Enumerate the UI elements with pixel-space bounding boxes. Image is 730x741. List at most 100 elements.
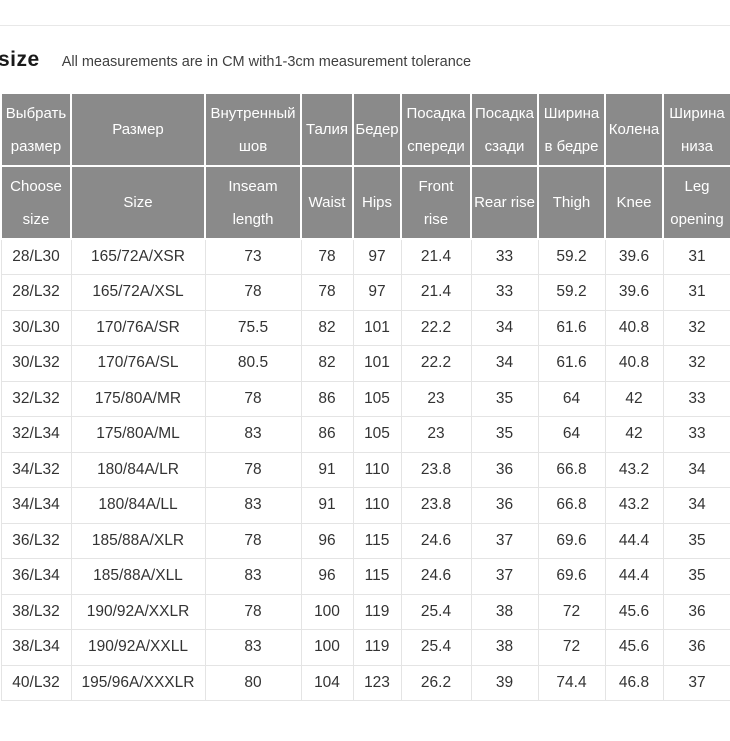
cell-6: 35 [470, 380, 539, 417]
header-ru-cell-7: Ширина в бедре [537, 92, 606, 167]
cell-8: 39.6 [604, 274, 664, 311]
header-ru-cell-2: Внутренный шов [204, 92, 302, 167]
table-row: 30/L30 170/76A/SR 75.5 82 101 22.2 34 61.6 40.8 3… [0, 309, 730, 346]
cell-6: 36 [470, 487, 539, 524]
cell-2: 78 [204, 522, 302, 559]
cell-0: 30/L32 [0, 345, 72, 382]
cell-3: 86 [300, 416, 354, 453]
table-row: 38/L34 190/92A/XXLL 83 100 119 25.4 38 72 45.6 36 [0, 629, 730, 666]
cell-2: 83 [204, 558, 302, 595]
cell-7: 66.8 [537, 487, 606, 524]
cell-5: 21.4 [400, 238, 472, 275]
header-ru-cell-6: Посадка сзади [470, 92, 539, 167]
cell-5: 24.6 [400, 522, 472, 559]
cell-8: 45.6 [604, 593, 664, 630]
cell-5: 21.4 [400, 274, 472, 311]
cell-8: 42 [604, 416, 664, 453]
cell-0: 36/L34 [0, 558, 72, 595]
cell-0: 28/L32 [0, 274, 72, 311]
page-title: size [0, 48, 40, 71]
cell-8: 40.8 [604, 345, 664, 382]
header-en-cell-4: Hips [352, 165, 402, 240]
header-en-cell-9: Leg opening [662, 165, 730, 240]
header-en-cell-8: Knee [604, 165, 664, 240]
header-ru-cell-9: Ширина низа [662, 92, 730, 167]
cell-3: 96 [300, 522, 354, 559]
header-ru-cell-1: Размер [70, 92, 206, 167]
cell-6: 38 [470, 629, 539, 666]
size-chart-table: Выбрать размер Размер Внутренный шов Талия Б… [0, 92, 730, 701]
cell-1: 165/72A/XSR [70, 238, 206, 275]
cell-0: 38/L34 [0, 629, 72, 666]
header-en-cell-6: Rear rise [470, 165, 539, 240]
table-row: 36/L34 185/88A/XLL 83 96 115 24.6 37 69.6 44.4 35 [0, 558, 730, 595]
cell-3: 91 [300, 451, 354, 488]
cell-1: 185/88A/XLR [70, 522, 206, 559]
cell-0: 34/L32 [0, 451, 72, 488]
header-ru-cell-3: Талия [300, 92, 354, 167]
cell-4: 101 [352, 309, 402, 346]
cell-6: 36 [470, 451, 539, 488]
cell-1: 175/80A/ML [70, 416, 206, 453]
cell-0: 40/L32 [0, 664, 72, 701]
cell-9: 31 [662, 274, 730, 311]
cell-8: 44.4 [604, 558, 664, 595]
cell-4: 115 [352, 558, 402, 595]
cell-9: 32 [662, 309, 730, 346]
cell-7: 66.8 [537, 451, 606, 488]
cell-9: 35 [662, 558, 730, 595]
cell-3: 86 [300, 380, 354, 417]
header-ru-cell-8: Колена [604, 92, 664, 167]
cell-9: 37 [662, 664, 730, 701]
cell-6: 33 [470, 238, 539, 275]
cell-4: 101 [352, 345, 402, 382]
cell-2: 83 [204, 629, 302, 666]
table-row: 32/L32 175/80A/MR 78 86 105 23 35 64 42 33 [0, 380, 730, 417]
cell-6: 35 [470, 416, 539, 453]
cell-7: 59.2 [537, 238, 606, 275]
cell-9: 36 [662, 629, 730, 666]
cell-8: 44.4 [604, 522, 664, 559]
header-en-cell-3: Waist [300, 165, 354, 240]
cell-7: 69.6 [537, 522, 606, 559]
cell-0: 32/L32 [0, 380, 72, 417]
header-en-cell-1: Size [70, 165, 206, 240]
cell-4: 105 [352, 416, 402, 453]
cell-5: 23.8 [400, 487, 472, 524]
table-row: 40/L32 195/96A/XXXLR 80 104 123 26.2 39 74.4 46.… [0, 664, 730, 701]
cell-2: 80 [204, 664, 302, 701]
cell-3: 78 [300, 274, 354, 311]
cell-4: 115 [352, 522, 402, 559]
cell-4: 110 [352, 451, 402, 488]
cell-8: 43.2 [604, 487, 664, 524]
cell-0: 30/L30 [0, 309, 72, 346]
cell-1: 175/80A/MR [70, 380, 206, 417]
cell-8: 43.2 [604, 451, 664, 488]
cell-5: 22.2 [400, 345, 472, 382]
cell-2: 78 [204, 380, 302, 417]
cell-5: 23.8 [400, 451, 472, 488]
cell-0: 38/L32 [0, 593, 72, 630]
cell-2: 80.5 [204, 345, 302, 382]
cell-7: 64 [537, 380, 606, 417]
cell-2: 75.5 [204, 309, 302, 346]
cell-2: 78 [204, 274, 302, 311]
cell-1: 190/92A/XXLL [70, 629, 206, 666]
header-en-cell-2: Inseam length [204, 165, 302, 240]
cell-1: 180/84A/LR [70, 451, 206, 488]
cell-0: 28/L30 [0, 238, 72, 275]
cell-9: 32 [662, 345, 730, 382]
cell-3: 100 [300, 629, 354, 666]
cell-5: 25.4 [400, 629, 472, 666]
cell-5: 25.4 [400, 593, 472, 630]
cell-2: 78 [204, 451, 302, 488]
cell-4: 119 [352, 593, 402, 630]
cell-0: 36/L32 [0, 522, 72, 559]
table-row: 38/L32 190/92A/XXLR 78 100 119 25.4 38 72 45.6 36 [0, 593, 730, 630]
cell-3: 96 [300, 558, 354, 595]
cell-6: 37 [470, 558, 539, 595]
cell-7: 69.6 [537, 558, 606, 595]
cell-4: 110 [352, 487, 402, 524]
cell-7: 64 [537, 416, 606, 453]
cell-7: 74.4 [537, 664, 606, 701]
